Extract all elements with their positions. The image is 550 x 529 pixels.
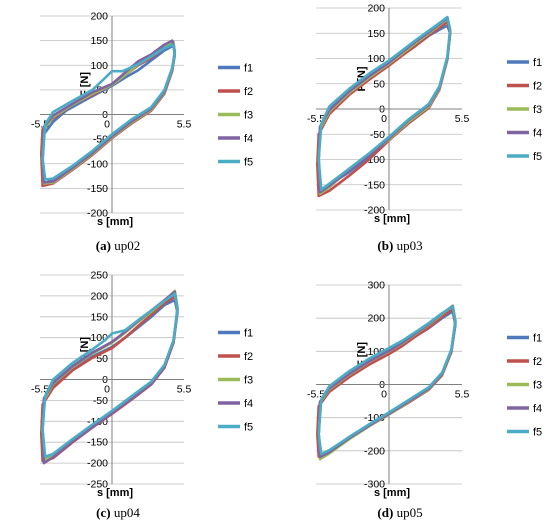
legend-label-f5: f5 [244, 157, 253, 169]
y-tick-label: 150 [90, 35, 108, 47]
y-tick-label: -200 [87, 458, 108, 470]
legend-label-f3: f3 [533, 380, 542, 392]
x-tick-label: 5.5 [177, 119, 192, 131]
legend-label-f2: f2 [244, 86, 253, 98]
y-tick-label: 250 [90, 270, 108, 282]
chart-panel-up05: 3002001000-100-200-300-5.505.5s [mm]F [N… [307, 280, 542, 521]
y-tick-label: 200 [367, 3, 385, 15]
series-line-f3 [41, 40, 177, 185]
x-tick-label: 5.5 [455, 389, 470, 401]
caption-text: up02 [114, 238, 140, 253]
y-tick-label: -50 [93, 395, 108, 407]
panel-caption: (c) up04 [96, 505, 140, 520]
y-tick-label: -150 [87, 437, 108, 449]
y-tick-label: -50 [370, 129, 385, 141]
panel-caption: (b) up03 [377, 238, 422, 253]
caption-text: up05 [397, 505, 423, 520]
series-line-f5 [317, 15, 452, 192]
legend-label-f4: f4 [533, 403, 542, 415]
legend-label-f2: f2 [244, 351, 253, 363]
y-tick-label: 200 [367, 313, 385, 325]
legend-label-f1: f1 [533, 57, 542, 69]
y-tick-label: -150 [364, 179, 385, 191]
y-tick-label: -200 [364, 445, 385, 457]
caption-label: (b) [377, 238, 393, 253]
x-axis-label: s [mm] [374, 213, 410, 225]
x-tick-label: 5.5 [455, 113, 470, 125]
legend-label-f4: f4 [244, 398, 253, 410]
x-tick-label: 0 [104, 119, 110, 131]
y-tick-label: 300 [367, 280, 385, 292]
caption-text: up04 [114, 505, 141, 520]
legend-label-f5: f5 [533, 427, 542, 439]
x-tick-label: 5.5 [177, 384, 192, 396]
series-line-f2 [40, 295, 179, 463]
x-tick-label: -5.5 [307, 113, 325, 125]
x-tick-label: 0 [381, 389, 387, 401]
legend-label-f2: f2 [533, 356, 542, 368]
panel-caption: (d) up05 [377, 505, 422, 520]
x-axis-label: s [mm] [374, 487, 410, 499]
y-tick-label: -150 [87, 183, 108, 195]
legend-label-f3: f3 [533, 104, 542, 116]
legend-label-f1: f1 [244, 328, 253, 340]
legend-label-f2: f2 [533, 81, 542, 93]
chart-panel-up03: 200150100500-50-100-150-200-5.505.5s [mm… [307, 3, 542, 254]
series-line-f5 [41, 292, 179, 459]
y-tick-label: 100 [90, 60, 108, 72]
y-axis-label: F [N] [79, 72, 91, 97]
y-tick-label: 200 [90, 290, 108, 302]
chart-panel-up04: 250200150100500-50-100-150-200-250-5.505… [31, 270, 253, 521]
legend-label-f3: f3 [244, 110, 253, 122]
series-line-f5 [317, 305, 457, 456]
x-tick-label: -5.5 [307, 389, 325, 401]
legend-label-f1: f1 [533, 333, 542, 345]
panel-caption: (a) up02 [96, 238, 140, 253]
caption-label: (c) [96, 505, 110, 520]
y-tick-label: 50 [373, 78, 385, 90]
caption-label: (a) [96, 238, 111, 253]
legend-label-f5: f5 [244, 422, 253, 434]
y-tick-label: 200 [90, 11, 108, 23]
legend-label-f4: f4 [533, 128, 542, 140]
series-line-f5 [41, 43, 177, 181]
caption-text: up03 [397, 238, 423, 253]
legend-label-f1: f1 [244, 63, 253, 75]
y-tick-label: -200 [364, 205, 385, 217]
y-tick-label: 150 [367, 28, 385, 40]
y-tick-label: -300 [364, 479, 385, 491]
legend-label-f5: f5 [533, 151, 542, 163]
legend-label-f4: f4 [244, 133, 253, 145]
caption-label: (d) [377, 505, 393, 520]
y-tick-label: 100 [367, 53, 385, 65]
x-tick-label: -5.5 [31, 384, 49, 396]
x-tick-label: 0 [104, 384, 110, 396]
y-tick-label: -250 [87, 479, 108, 491]
x-axis-label: s [mm] [97, 216, 133, 228]
legend-label-f3: f3 [244, 375, 253, 387]
y-tick-label: 50 [96, 353, 108, 365]
x-tick-label: 0 [381, 113, 387, 125]
chart-panel-up02: 200150100500-50-100-150-200-5.505.5s [mm… [31, 11, 253, 254]
y-tick-label: -200 [87, 208, 108, 220]
x-axis-label: s [mm] [97, 487, 133, 499]
y-tick-label: -100 [87, 158, 108, 170]
y-tick-label: 150 [90, 311, 108, 323]
